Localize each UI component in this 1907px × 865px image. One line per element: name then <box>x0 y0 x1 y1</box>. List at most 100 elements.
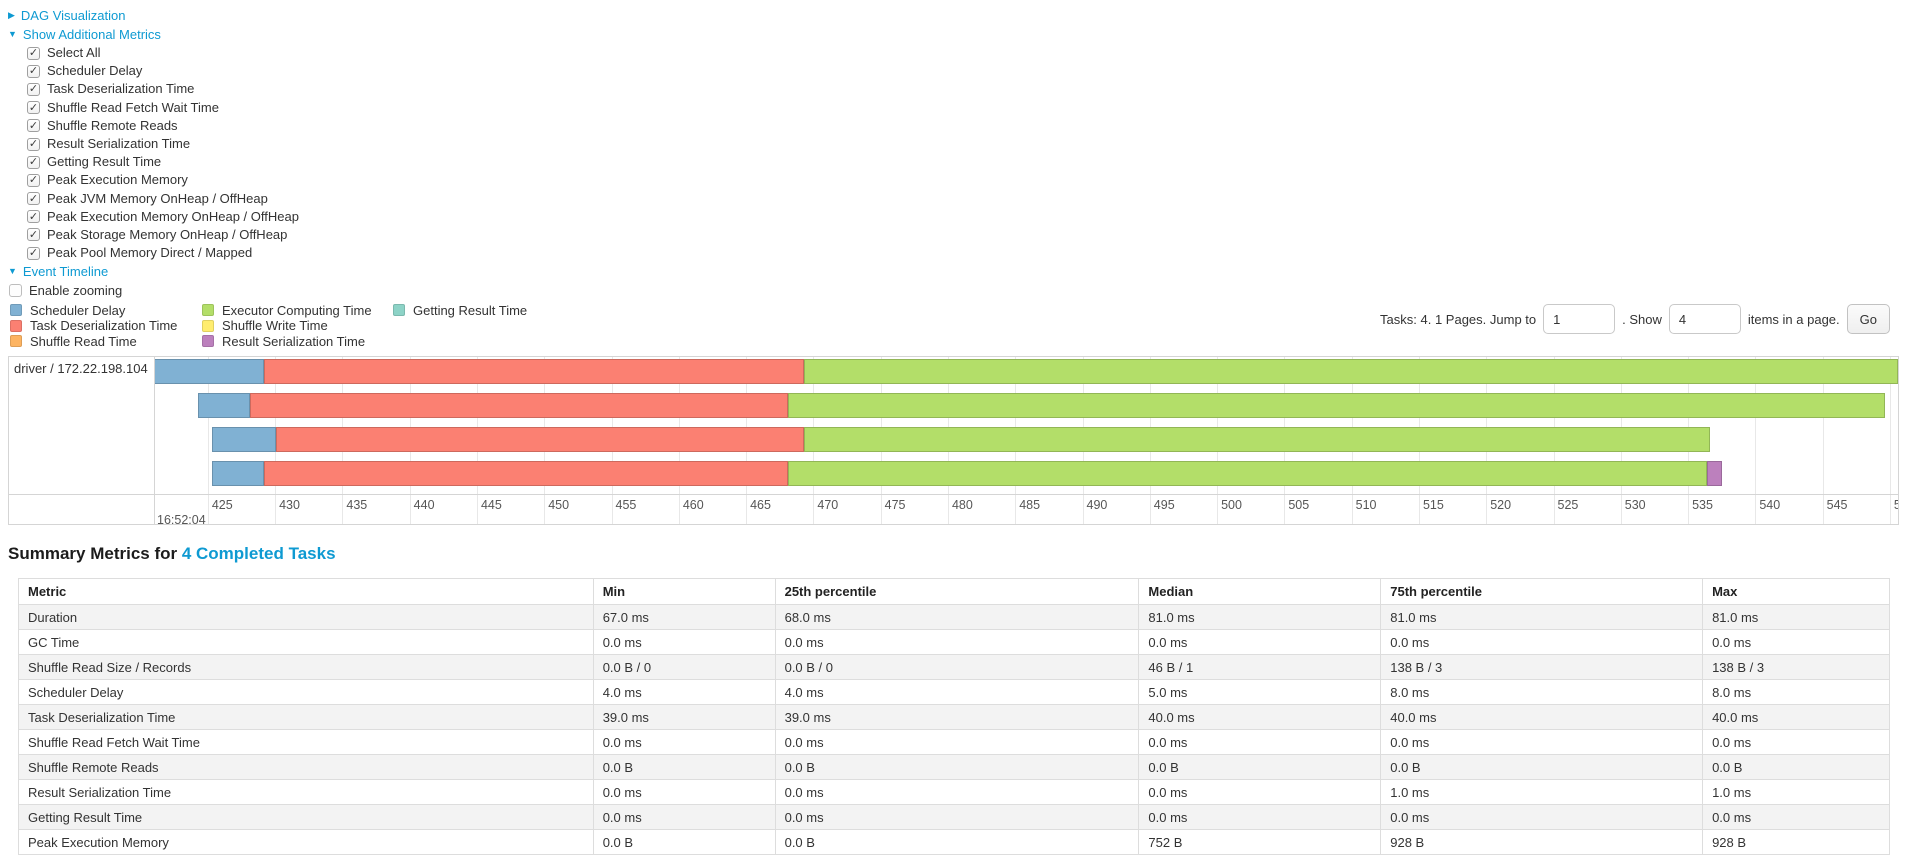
table-cell: Shuffle Remote Reads <box>18 754 594 781</box>
stage-page-controls: ▶ DAG Visualization ▼ Show Additional Me… <box>0 0 1907 352</box>
task-timeline-bar[interactable] <box>9 359 1898 385</box>
table-cell: 8.0 ms <box>1702 679 1890 706</box>
task-segment-scheduler_delay[interactable] <box>154 359 265 385</box>
metric-checkbox[interactable]: ✓ <box>27 137 40 151</box>
axis-tick-label: 520 <box>1490 498 1512 513</box>
task-segment-task_deserialization[interactable] <box>276 427 804 453</box>
table-cell: 0.0 ms <box>592 779 776 806</box>
table-header-row: Metric Min 25th percentile Median 75th perce… <box>18 578 1890 606</box>
table-cell: 0.0 B <box>774 829 1140 856</box>
axis-tick-label: 480 <box>951 498 973 513</box>
table-cell: 81.0 ms <box>1380 604 1704 631</box>
legend-label: Result Serialization Time <box>222 333 366 349</box>
table-cell: 40.0 ms <box>1702 704 1890 731</box>
task-timeline-bar[interactable] <box>9 427 1898 453</box>
table-cell: 40.0 ms <box>1380 704 1704 731</box>
table-cell: Peak Execution Memory <box>18 829 594 856</box>
legend-label: Shuffle Read Time <box>30 333 137 349</box>
gridline <box>1822 357 1824 525</box>
table-cell: 0.0 B <box>592 829 776 856</box>
axis-tick-label: 550 <box>1894 498 1898 512</box>
table-row: Duration 67.0 ms 68.0 ms 81.0 ms 81.0 ms 81.0… <box>18 604 1890 631</box>
metric-checkbox[interactable]: ✓ <box>27 155 40 169</box>
task-segment-executor_computing[interactable] <box>803 359 1898 385</box>
axis-tick-label: 470 <box>817 498 839 513</box>
metric-checkbox[interactable]: ✓ <box>27 119 40 133</box>
task-timeline-bar[interactable] <box>9 461 1898 487</box>
axis-tick-label: 540 <box>1759 498 1781 513</box>
gridline <box>1755 357 1757 525</box>
axis-separator <box>9 494 1898 496</box>
axis-tick-label: 530 <box>1624 498 1646 513</box>
legend-swatch-executor_computing <box>202 304 214 316</box>
event-timeline-chart[interactable]: driver / 172.22.198.104 425 430 435 440 445 4… <box>8 356 1899 526</box>
table-cell: 81.0 ms <box>1138 604 1382 631</box>
axis-tick-label: 510 <box>1355 498 1377 513</box>
task-segment-executor_computing[interactable] <box>787 393 1885 419</box>
items-per-page-input[interactable] <box>1668 304 1741 335</box>
metric-checkbox[interactable]: ✓ <box>27 210 40 224</box>
expanded-arrow-icon: ▼ <box>8 29 17 39</box>
table-cell: 39.0 ms <box>592 704 776 731</box>
show-text: . Show <box>1622 311 1662 327</box>
legend-label: Getting Result Time <box>413 302 528 318</box>
task-segment-task_deserialization[interactable] <box>249 393 788 419</box>
metric-checkbox-row: ✓ Peak Execution Memory <box>8 171 1899 189</box>
additional-metrics-checkbox-list: ✓ Select All ✓ Scheduler Delay ✓ Task Deseria… <box>8 44 1899 262</box>
task-segment-task_deserialization[interactable] <box>264 461 788 487</box>
axis-tick-label: 515 <box>1422 498 1444 513</box>
metric-checkbox-row: ✓ Select All <box>8 44 1899 62</box>
table-cell: 928 B <box>1380 829 1704 856</box>
event-timeline-label: Event Timeline <box>22 264 109 280</box>
legend-swatch-task_deserialization <box>10 319 22 332</box>
table-cell: 928 B <box>1702 829 1890 856</box>
metric-checkbox-row: ✓ Shuffle Read Fetch Wait Time <box>8 99 1899 117</box>
metric-checkbox[interactable]: ✓ <box>27 246 40 260</box>
show-additional-metrics-label: Show Additional Metrics <box>22 27 161 42</box>
metric-checkbox[interactable]: ✓ <box>27 64 40 78</box>
table-cell: Duration <box>18 604 594 631</box>
axis-tick-label: 490 <box>1086 498 1108 513</box>
legend-item: Shuffle Read Time <box>10 333 202 349</box>
task-segment-executor_computing[interactable] <box>787 461 1707 487</box>
table-cell: Task Deserialization Time <box>18 704 594 731</box>
task-segment-scheduler_delay[interactable] <box>211 427 277 453</box>
table-header-cell: Metric <box>18 578 594 606</box>
metric-checkbox[interactable]: ✓ <box>27 101 40 115</box>
table-cell: 0.0 ms <box>592 629 776 656</box>
completed-tasks-link[interactable]: 4 Completed Tasks <box>181 544 336 564</box>
task-segment-result_serialization[interactable] <box>1706 461 1722 487</box>
legend-label: Shuffle Write Time <box>222 318 328 333</box>
metric-checkbox-row: ✓ Peak JVM Memory OnHeap / OffHeap <box>8 190 1899 208</box>
enable-zooming-label: Enable zooming <box>29 282 123 298</box>
event-timeline-toggle[interactable]: ▼ Event Timeline <box>8 262 108 281</box>
go-button[interactable]: Go <box>1846 304 1890 335</box>
jump-to-page-input[interactable] <box>1543 304 1616 335</box>
legend-swatch-result_serialization <box>202 335 214 347</box>
task-segment-scheduler_delay[interactable] <box>198 393 250 419</box>
table-header-cell: Median <box>1138 578 1382 606</box>
metric-checkbox[interactable]: ✓ <box>27 46 40 60</box>
legend-item: Scheduler Delay <box>10 302 202 318</box>
table-cell: 0.0 B <box>774 754 1140 781</box>
show-additional-metrics-toggle[interactable]: ▼ Show Additional Metrics <box>8 25 161 44</box>
task-timeline-bar[interactable] <box>9 393 1898 419</box>
table-cell: Getting Result Time <box>18 804 594 831</box>
metric-checkbox-label: Getting Result Time <box>47 154 162 170</box>
dag-visualization-toggle[interactable]: ▶ DAG Visualization <box>8 6 125 25</box>
task-segment-scheduler_delay[interactable] <box>211 461 265 487</box>
table-cell: 40.0 ms <box>1138 704 1382 731</box>
task-segment-task_deserialization[interactable] <box>264 359 804 385</box>
metric-checkbox[interactable]: ✓ <box>27 82 40 96</box>
metric-checkbox[interactable]: ✓ <box>27 192 40 206</box>
table-cell: 138 B / 3 <box>1702 654 1890 681</box>
metric-checkbox[interactable]: ✓ <box>27 173 40 187</box>
task-segment-executor_computing[interactable] <box>803 427 1710 453</box>
table-cell: 0.0 B <box>1380 754 1704 781</box>
table-cell: 0.0 ms <box>1138 804 1382 831</box>
summary-metrics-title: Summary Metrics for 4 Completed Tasks <box>8 544 1907 564</box>
axis-tick-label: 505 <box>1288 498 1310 513</box>
metric-checkbox[interactable]: ✓ <box>27 228 40 242</box>
legend-item: Result Serialization Time <box>202 333 393 349</box>
enable-zooming-checkbox[interactable] <box>9 284 22 298</box>
